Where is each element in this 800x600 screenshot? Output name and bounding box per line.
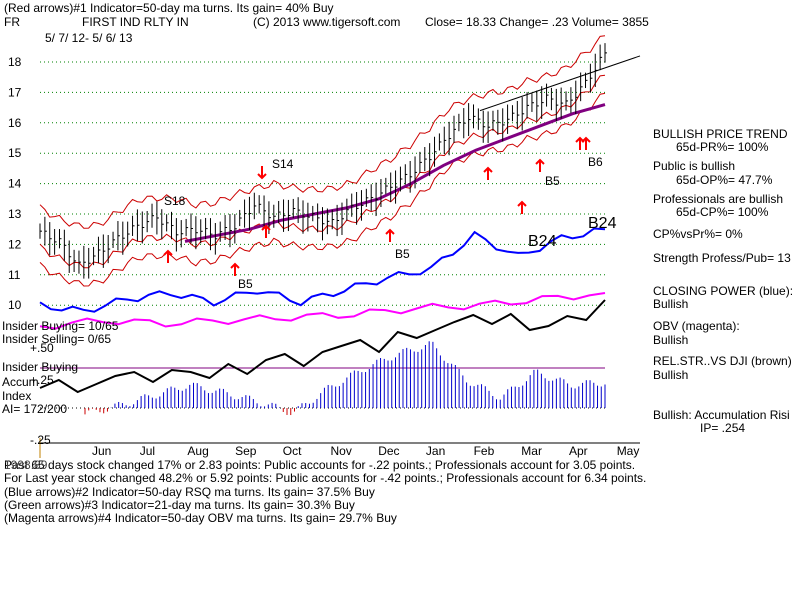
y-tick-label: 14 xyxy=(8,177,22,191)
moving-average xyxy=(184,103,606,243)
month-label: Feb xyxy=(474,444,495,458)
month-label: Oct xyxy=(283,444,302,458)
signal-arrow xyxy=(581,136,591,150)
month-label: Sep xyxy=(235,444,257,458)
signal-arrow xyxy=(535,158,545,172)
y-tick-label: 16 xyxy=(8,116,22,130)
upper-band xyxy=(39,35,606,229)
month-label: Apr xyxy=(569,444,588,458)
footer-magenta-arrows: (Magenta arrows)#4 Indicator=50-day OBV … xyxy=(4,511,397,525)
date-range: 5/ 7/ 12- 5/ 6/ 13 xyxy=(45,31,133,45)
y-tick-label: 13 xyxy=(8,207,22,221)
obv-line xyxy=(39,292,606,330)
relative-strength-line xyxy=(39,299,606,394)
footer-last-year: For Last year stock changed 48.2% or 5.9… xyxy=(4,471,647,485)
professionals-title: Professionals are bullish xyxy=(653,192,784,206)
signal-annotation: B24 xyxy=(588,215,617,232)
y-tick-label: 15 xyxy=(8,146,22,160)
obv-line xyxy=(39,292,606,330)
ip-value: IP= .254 xyxy=(700,421,746,435)
signal-annotation: B6 xyxy=(588,155,603,169)
footer-past-65: Past 65 days stock changed 17% or 2.83 p… xyxy=(4,458,636,472)
cp-vs-pr: CP%vsPr%= 0% xyxy=(653,227,743,241)
relstr-status: Bullish xyxy=(653,368,689,382)
signal-arrow xyxy=(483,166,493,180)
signal-arrow xyxy=(517,200,527,214)
header-indicator-line: (Red arrows)#1 Indicator=50-day ma turns… xyxy=(4,1,334,15)
y-tick-label: 11 xyxy=(8,268,21,282)
copyright: (C) 2013 www.tigersoft.com xyxy=(253,15,401,29)
month-label: Jun xyxy=(92,444,111,458)
insider-selling-count: Insider Selling= 0/65 xyxy=(2,332,112,346)
cp-value: 65d-CP%= 100% xyxy=(676,205,769,219)
trendline xyxy=(479,55,641,112)
signal-annotation: B5 xyxy=(545,174,560,188)
strength-ratio: Strength Profess/Pub= 13 xyxy=(653,251,791,265)
obv-title: OBV (magenta): xyxy=(653,319,740,333)
y-tick-label: 10 xyxy=(8,298,22,312)
public-title: Public is bullish xyxy=(653,159,736,173)
signal-annotation: B24 xyxy=(528,233,557,250)
accum-title: Bullish: Accumulation Risi xyxy=(653,408,790,422)
ai-value: AI= 172/200 xyxy=(2,402,68,416)
closing-power-line xyxy=(39,227,606,313)
month-label: May xyxy=(617,444,640,458)
quote-summary: Close= 18.33 Change= .23 Volume= 3855 xyxy=(425,15,649,29)
signal-annotation: S18 xyxy=(164,194,186,208)
bullish-trend-title: BULLISH PRICE TREND xyxy=(653,127,788,141)
signal-annotation: S14 xyxy=(272,157,294,171)
company-name: FIRST IND RLTY IN xyxy=(82,15,189,29)
month-label: Aug xyxy=(187,444,208,458)
accum-tick-label: -.25 xyxy=(30,433,51,447)
footer-green-arrows: (Green arrows)#3 Indicator=21-day ma tur… xyxy=(4,498,355,512)
price-bands xyxy=(39,35,641,287)
month-label: Jul xyxy=(140,444,155,458)
signal-arrows xyxy=(163,136,591,276)
signal-annotation: B5 xyxy=(238,277,253,291)
signal-annotations: S18 S14 B5 B5 B5 B6 B24 B24 xyxy=(164,155,617,291)
signal-arrow xyxy=(163,249,173,263)
y-tick-label: 12 xyxy=(8,237,22,251)
y-tick-label: 17 xyxy=(8,85,22,99)
relstr-title: REL.STR..VS DJI (brown) xyxy=(653,354,792,368)
insider-buying-label: Insider Buying xyxy=(2,360,79,374)
month-axis-labels: Jun Jul Aug Sep Oct Nov Dec Jan Feb Mar Apr May xyxy=(39,438,640,458)
op-value: 65d-OP%= 47.7% xyxy=(676,173,773,187)
price-gridlines xyxy=(40,61,605,409)
accum-axis-ticks: +.50 +.25 -.25 xyxy=(30,341,54,447)
lower-band xyxy=(39,92,606,287)
accum-tick-label: +.25 xyxy=(30,373,54,387)
insider-buying-count: Insider Buying= 10/65 xyxy=(2,319,119,333)
y-tick-label: 18 xyxy=(8,55,22,69)
signal-arrow xyxy=(230,262,240,276)
accumulation-histogram xyxy=(84,341,606,416)
month-label: Jan xyxy=(426,444,445,458)
closing-power-line xyxy=(39,227,606,313)
price-axis-ticks: 18 17 16 15 14 13 12 11 10 xyxy=(8,55,22,312)
footer-blue-arrows: (Blue arrows)#2 Indicator=50-day RSQ ma … xyxy=(4,485,375,499)
signal-arrow xyxy=(257,166,267,180)
month-label: Dec xyxy=(378,444,399,458)
accum-tick-label: +.50 xyxy=(30,341,54,355)
obv-status: Bullish xyxy=(653,333,689,347)
closing-power-status: Bullish xyxy=(653,297,689,311)
signal-arrow xyxy=(261,224,271,238)
ticker-symbol: FR xyxy=(4,15,20,29)
index-label: Index xyxy=(2,389,32,403)
signal-annotation: B5 xyxy=(395,247,410,261)
accum-label: Accum xyxy=(2,375,39,389)
signal-arrow xyxy=(385,228,395,242)
pr-value: 65d-PR%= 100% xyxy=(676,140,769,154)
month-label: Mar xyxy=(521,444,542,458)
relstr-line xyxy=(39,299,606,394)
price-bars xyxy=(39,43,607,279)
closing-power-title: CLOSING POWER (blue): xyxy=(653,284,794,298)
month-label: Nov xyxy=(331,444,352,458)
ma50-line xyxy=(184,103,606,243)
footer-overlap-number: 1998.89 xyxy=(4,458,48,472)
